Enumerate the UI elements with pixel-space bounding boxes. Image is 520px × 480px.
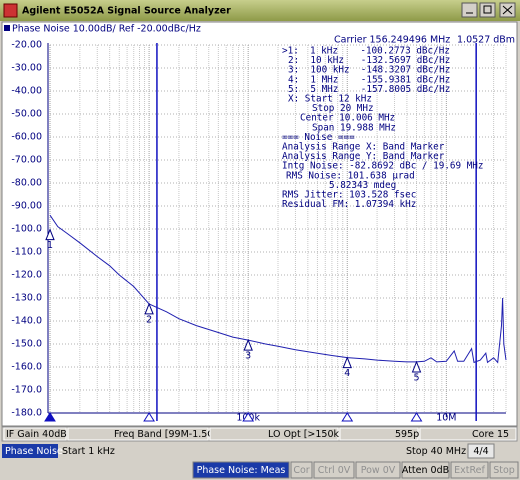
page-cell: [467, 443, 495, 459]
y-tick-label: -50.00: [11, 109, 42, 120]
marker-table-line: === Noise ===: [282, 132, 355, 143]
marker-table-line: Analysis Range X: Band Marker: [282, 142, 445, 153]
status-cell: [339, 427, 419, 441]
carrier-power: 1.0527 dBm: [457, 35, 515, 46]
marker: [342, 356, 352, 369]
y-tick-label: -60.00: [11, 132, 42, 143]
marker-foot: [44, 412, 56, 422]
window-title: Agilent E5052A Signal Source Analyzer: [22, 6, 231, 17]
trace: [49, 214, 507, 364]
mode-text[interactable]: Phase Noise: [5, 446, 63, 457]
status-text: 595pts: [395, 429, 428, 440]
start-text: Start 1 kHz: [62, 446, 115, 457]
marker-table-line: 5.82343 mdeg: [329, 180, 396, 191]
marker-table-line: 4: 1 MHz -155.9381 dBc/Hz: [288, 74, 450, 85]
marker-table-line: Residual FM: 1.07394 kHz: [282, 199, 416, 210]
marker-table-line: Center 10.006 MHz: [300, 113, 395, 124]
status-text: Freq Band [99M-1.5GHz]: [114, 429, 231, 440]
plot: -20.00 -30.00 -40.00 -50.00 -60.00 -70.00 -80.…: [11, 40, 507, 424]
stop-text: Stop 40 MHz: [406, 446, 466, 457]
y-tick-label: -180.0: [11, 408, 42, 419]
softkey[interactable]: [355, 461, 401, 479]
status-text: Core 15: [472, 429, 509, 440]
softkey-label[interactable]: Atten 0dB: [402, 465, 449, 476]
marker-table-line: X: Start 12 kHz: [288, 94, 372, 105]
minimize-button[interactable]: [461, 2, 478, 18]
marker-table-line: 5: 5 MHz -157.8005 dBc/Hz: [288, 84, 450, 95]
softkey-label[interactable]: Phase Noise: Meas: [197, 465, 286, 476]
marker-table-line: Span 19.988 MHz: [312, 122, 396, 133]
marker-label: 4: [344, 368, 350, 379]
y-tick-label: -140.0: [11, 316, 42, 327]
y-tick-label: -70.00: [11, 155, 42, 166]
status-text: LO Opt [>150kHz]: [268, 429, 355, 440]
y-tick-label: -170.0: [11, 385, 42, 396]
status-cell: [3, 427, 67, 441]
status-bars: IF Gain 40dB Freq Band [99M-1.5GHz] LO Opt…: [0, 426, 520, 479]
y-tick-label: -20.00: [11, 40, 42, 51]
y-tick-label: -120.0: [11, 270, 42, 281]
marker-table-line: >1: 1 kHz -100.2773 dBc/Hz: [282, 46, 450, 57]
y-tick-label: -100.0: [11, 224, 42, 235]
y-tick-label: -40.00: [11, 86, 42, 97]
trace-icon: [4, 25, 10, 31]
marker-foot: [410, 412, 423, 422]
softkey-label[interactable]: Pow 0V: [361, 465, 396, 476]
softkey[interactable]: [401, 461, 450, 479]
marker-table-line: Stop 20 MHz: [312, 103, 374, 114]
plot-header: Phase Noise 10.00dB/ Ref -20.00dBc/Hz: [12, 24, 201, 35]
softkey[interactable]: [450, 461, 489, 479]
marker-table-line: RMS Jitter: 103.528 fsec: [282, 190, 416, 201]
marker-table-line: 2: 10 kHz -132.5697 dBc/Hz: [288, 55, 450, 66]
y-tick-label: -80.00: [11, 178, 42, 189]
marker-foot: [341, 412, 354, 422]
marker-table-line: Analysis Range Y: Band Marker: [282, 151, 445, 162]
x-tick-label: 10M: [436, 413, 456, 424]
maximize-button[interactable]: [479, 2, 496, 18]
status-cell: [209, 427, 339, 441]
softkey[interactable]: [192, 461, 290, 479]
softkey-label[interactable]: Stop: [493, 465, 515, 476]
marker-label: 3: [245, 351, 251, 362]
softkey-label[interactable]: ExtRef: [454, 465, 485, 476]
marker: [243, 338, 253, 351]
marker-table-line: RMS Noise: 101.638 µrad: [286, 170, 415, 181]
marker-table: >1: 1 kHz -100.2773 dBc/Hz2: 10 kHz -132…: [282, 46, 484, 211]
button-glyphs: [466, 5, 513, 15]
mode-cell: [2, 444, 58, 458]
softkey[interactable]: [313, 461, 355, 479]
page-text: 4/4: [473, 446, 488, 457]
status-cell: [419, 427, 517, 441]
marker-table-line: Intg Noise: -82.8692 dBc / 19.69 MHz: [282, 161, 484, 172]
marker-foot: [143, 412, 155, 422]
y-tick-label: -90.00: [11, 201, 42, 212]
softkey-label[interactable]: Ctrl 0V: [318, 465, 351, 476]
status-cell: [67, 427, 209, 441]
marker: [144, 302, 154, 315]
entry-row: [0, 443, 520, 459]
marker-foot: [242, 412, 255, 422]
carrier-frequency: Carrier 156.249496 MHz: [334, 35, 450, 46]
softkey[interactable]: [489, 461, 519, 479]
marker: [411, 360, 422, 373]
y-tick-label: -30.00: [11, 63, 42, 74]
marker-label: 5: [413, 372, 419, 383]
y-tick-label: -150.0: [11, 339, 42, 350]
app-icon: [3, 3, 18, 18]
y-tick-label: -160.0: [11, 362, 42, 373]
y-tick-label: -110.0: [11, 247, 42, 258]
marker-label: 2: [146, 314, 152, 325]
y-tick-label: -130.0: [11, 293, 42, 304]
softkey-label[interactable]: Cor: [293, 465, 309, 476]
window-buttons[interactable]: [461, 2, 516, 18]
marker: [45, 228, 55, 241]
status-text: IF Gain 40dB: [6, 429, 67, 440]
marker-table-line: 3: 100 kHz -148.3207 dBc/Hz: [288, 65, 450, 76]
title-bar: [0, 0, 520, 21]
marker-label: 1: [47, 240, 53, 251]
softkey[interactable]: [290, 461, 313, 479]
